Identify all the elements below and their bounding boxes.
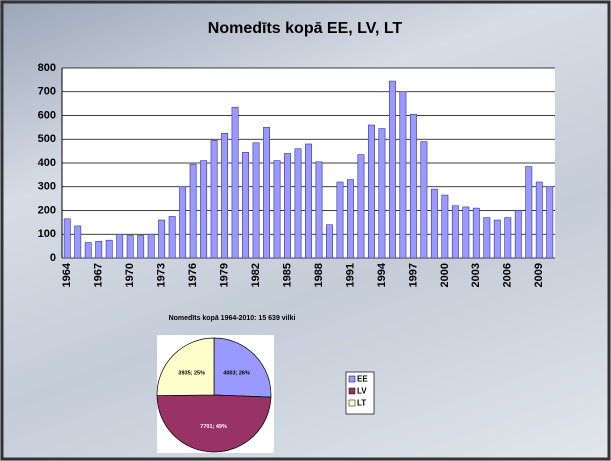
x-tick-label: 1967 (93, 263, 105, 287)
legend-label: EE (357, 375, 368, 384)
y-tick-label: 700 (38, 86, 56, 98)
x-tick-label: 1979 (218, 263, 230, 287)
bar (336, 181, 344, 259)
bar (168, 216, 176, 259)
bar (357, 154, 365, 259)
bar (451, 205, 459, 259)
legend-swatch (348, 399, 356, 407)
x-tick-label: 1994 (376, 262, 388, 287)
pie-label: 4003; 26% (223, 371, 250, 377)
bar (504, 217, 512, 259)
y-tick-label: 200 (38, 204, 56, 216)
bar (399, 91, 407, 259)
bar (326, 224, 333, 259)
x-tick-label: 1973 (156, 263, 168, 287)
bar (200, 160, 208, 259)
bar (294, 148, 302, 259)
bar (462, 206, 470, 259)
bar (441, 194, 449, 259)
y-tick-label: 600 (38, 109, 56, 121)
x-tick-label: 1970 (124, 263, 136, 287)
bar (420, 141, 428, 259)
bar (409, 114, 417, 259)
pie-label: 7701; 49% (200, 424, 227, 430)
y-tick-label: 500 (38, 133, 56, 145)
bar (242, 152, 250, 259)
x-tick-label: 1991 (344, 263, 356, 287)
bar (305, 143, 312, 259)
bar (525, 166, 533, 259)
pie-title: Nomedīts kopā 1964-2010: 15 639 vilki (169, 315, 296, 322)
bar (105, 239, 113, 259)
pie-label: 3935; 25% (178, 370, 205, 376)
bar (514, 210, 522, 259)
bar (210, 140, 218, 259)
bar (189, 163, 197, 259)
bar (347, 179, 354, 259)
bar (263, 127, 270, 259)
bar (378, 128, 386, 259)
bar (472, 207, 480, 259)
bar (252, 142, 260, 259)
x-tick-label: 1982 (250, 263, 262, 287)
bar (231, 106, 239, 259)
bar (315, 161, 323, 259)
bar (84, 242, 92, 259)
bar (273, 160, 281, 259)
x-tick-label: 2006 (502, 263, 514, 287)
pie-slice (213, 337, 272, 398)
bar (493, 219, 501, 259)
y-tick-label: 800 (38, 62, 56, 74)
bar (367, 124, 375, 259)
legend-label: LV (357, 387, 367, 396)
x-tick-label: 1988 (313, 263, 325, 287)
y-tick-label: 0 (50, 252, 56, 264)
chart-title: Nomedīts kopā EE, LV, LT (208, 20, 403, 37)
bar (546, 186, 554, 259)
bar (95, 241, 103, 259)
pie-slice (156, 394, 272, 453)
legend-swatch (348, 375, 356, 383)
x-tick-label: 1997 (407, 263, 419, 287)
bar (126, 235, 134, 259)
bar (74, 225, 82, 259)
legend-swatch (348, 387, 356, 395)
legend-label: LT (357, 399, 366, 408)
bar (535, 181, 543, 259)
bar (388, 80, 396, 259)
x-tick-label: 1985 (281, 263, 293, 287)
y-tick-label: 400 (38, 157, 56, 169)
bar (483, 217, 491, 259)
bar (221, 133, 229, 259)
x-tick-label: 2009 (533, 263, 545, 287)
bar (430, 188, 438, 259)
x-tick-label: 1964 (61, 262, 73, 287)
y-tick-label: 300 (38, 181, 56, 193)
bar (284, 153, 291, 259)
bar (137, 235, 145, 259)
bar (158, 219, 166, 259)
x-tick-label: 2000 (439, 263, 451, 287)
y-tick-label: 100 (38, 228, 56, 240)
pie-slice (156, 337, 215, 396)
bar (63, 218, 71, 259)
x-tick-label: 1976 (187, 263, 199, 287)
bar (147, 233, 155, 259)
bar (179, 186, 187, 259)
bar (116, 233, 124, 259)
x-tick-label: 2003 (470, 263, 482, 287)
